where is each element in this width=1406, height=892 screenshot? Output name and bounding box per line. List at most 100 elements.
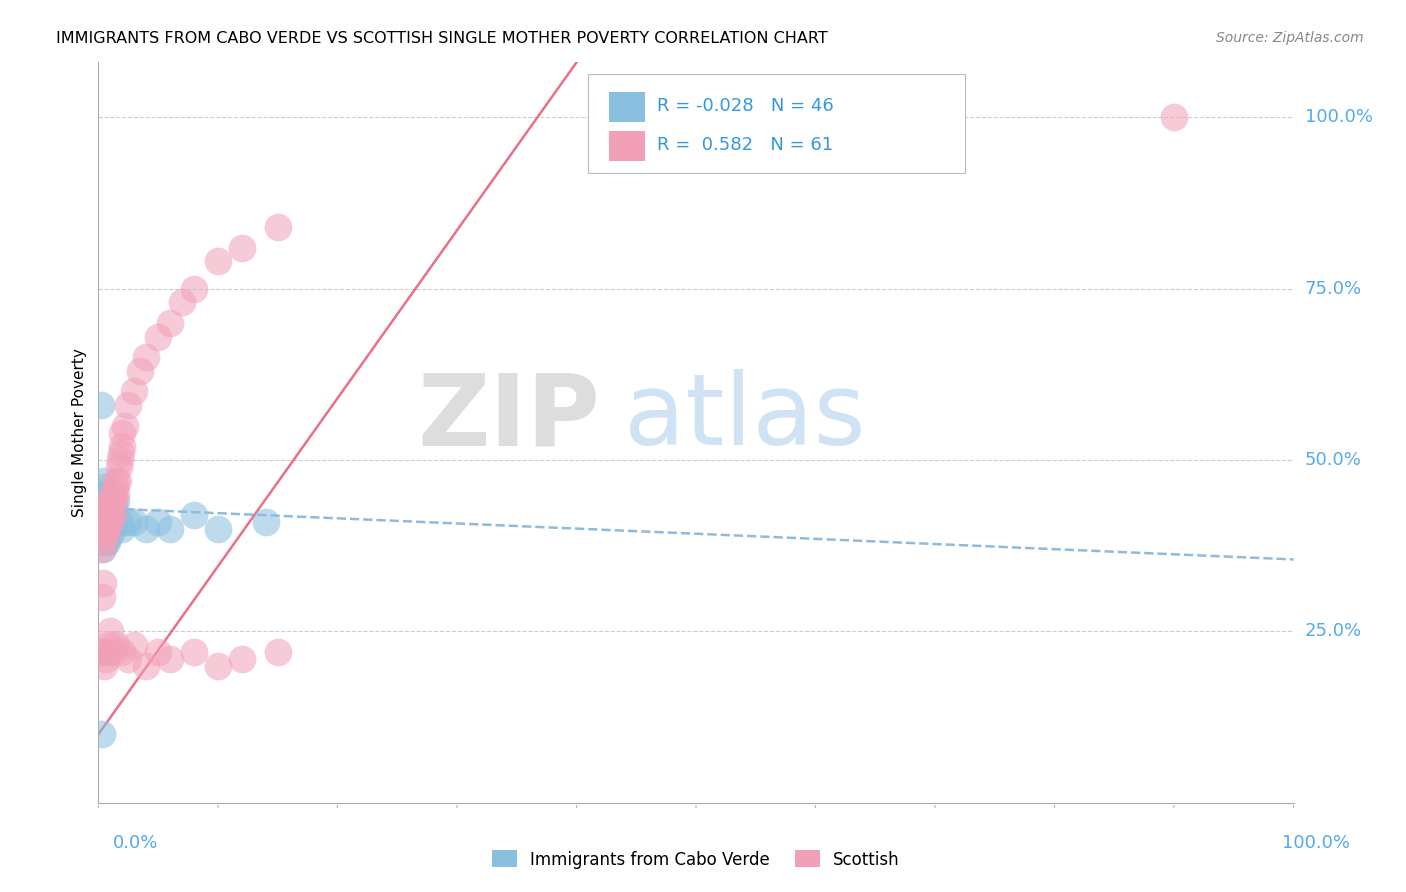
Point [97, 515, 120, 529]
Point [93, 480, 115, 494]
Point [105, 474, 128, 488]
Point [159, 652, 181, 666]
Point [148, 645, 170, 659]
Point [117, 652, 139, 666]
Point [93, 487, 115, 501]
Point [94, 535, 117, 549]
FancyBboxPatch shape [589, 73, 965, 173]
Point [148, 329, 170, 343]
Point [159, 316, 181, 330]
Legend: Immigrants from Cabo Verde, Scottish: Immigrants from Cabo Verde, Scottish [492, 850, 900, 869]
Point [111, 439, 134, 453]
Text: Source: ZipAtlas.com: Source: ZipAtlas.com [1216, 31, 1364, 45]
Point [94, 652, 117, 666]
Point [97, 501, 120, 516]
Point [135, 658, 157, 673]
Point [183, 282, 205, 296]
Point [98, 501, 122, 516]
Point [93, 522, 115, 536]
Point [91, 542, 114, 557]
Point [159, 522, 181, 536]
Point [96, 645, 118, 659]
Point [98, 624, 122, 639]
Text: 100.0%: 100.0% [1305, 108, 1372, 127]
Point [100, 494, 122, 508]
Text: 0.0%: 0.0% [112, 834, 157, 852]
Point [207, 658, 229, 673]
Y-axis label: Single Mother Poverty: Single Mother Poverty [72, 348, 87, 517]
Point [96, 535, 118, 549]
Point [94, 494, 117, 508]
Point [117, 515, 139, 529]
Point [96, 508, 118, 522]
Point [267, 645, 290, 659]
Point [98, 494, 121, 508]
Point [103, 494, 125, 508]
FancyBboxPatch shape [609, 92, 644, 121]
Point [129, 364, 152, 378]
Point [107, 474, 129, 488]
Point [124, 638, 146, 652]
Point [104, 480, 127, 494]
Point [100, 508, 122, 522]
Point [183, 645, 205, 659]
Point [108, 453, 131, 467]
Point [207, 522, 229, 536]
Point [98, 515, 122, 529]
Text: 75.0%: 75.0% [1305, 280, 1362, 298]
Point [105, 487, 128, 501]
Point [93, 515, 115, 529]
Point [231, 652, 253, 666]
Point [91, 487, 114, 501]
Point [111, 522, 134, 536]
Point [91, 727, 114, 741]
Text: 25.0%: 25.0% [1305, 623, 1362, 640]
Point [93, 508, 115, 522]
Point [98, 508, 121, 522]
Point [97, 494, 120, 508]
Point [94, 522, 117, 536]
Point [231, 240, 253, 255]
Point [93, 501, 115, 516]
Text: R =  0.582   N = 61: R = 0.582 N = 61 [657, 136, 832, 154]
Point [91, 542, 114, 557]
Text: 50.0%: 50.0% [1305, 451, 1361, 469]
Point [101, 522, 124, 536]
Point [135, 350, 157, 364]
Point [183, 508, 205, 522]
Point [91, 590, 114, 604]
Point [90, 645, 112, 659]
Point [93, 658, 115, 673]
Point [148, 515, 170, 529]
Point [1163, 110, 1185, 124]
Point [107, 459, 129, 474]
Text: atlas: atlas [624, 369, 866, 467]
Point [135, 522, 157, 536]
Point [98, 501, 122, 516]
Point [101, 508, 124, 522]
Point [254, 515, 277, 529]
Point [207, 254, 229, 268]
Point [108, 515, 131, 529]
Point [91, 494, 114, 508]
Point [110, 446, 132, 460]
Point [93, 522, 115, 536]
Point [93, 535, 115, 549]
Point [93, 494, 115, 508]
Point [114, 418, 136, 433]
Point [94, 508, 117, 522]
Point [91, 576, 114, 591]
Point [124, 384, 146, 399]
Point [111, 425, 134, 440]
Point [97, 515, 120, 529]
Point [93, 528, 115, 542]
Point [98, 515, 122, 529]
Point [124, 515, 146, 529]
Point [98, 508, 121, 522]
Text: R = -0.028   N = 46: R = -0.028 N = 46 [657, 97, 834, 115]
Point [97, 638, 120, 652]
Point [101, 645, 124, 659]
Point [94, 528, 117, 542]
Point [91, 522, 114, 536]
FancyBboxPatch shape [609, 131, 644, 161]
